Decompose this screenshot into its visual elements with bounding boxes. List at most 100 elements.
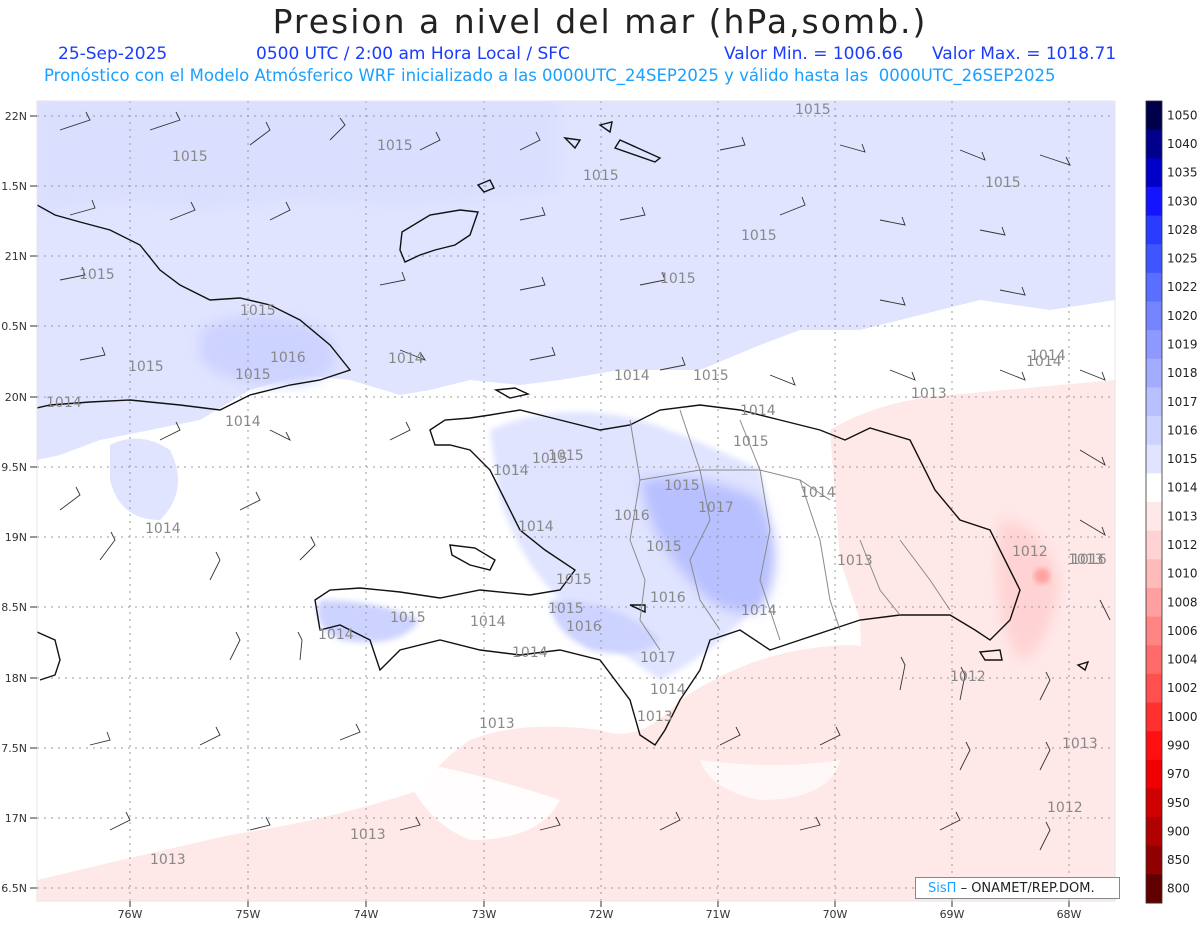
axis-labels: 22N 1.5N 21N 0.5N 20N 9.5N 19N 8.5N 18N …: [1, 110, 1081, 921]
colorbar-label: 1004: [1167, 653, 1198, 667]
isobar-label: 1015: [377, 138, 413, 154]
lon-label: 72W: [589, 908, 614, 921]
isobar-label: 1013: [350, 827, 386, 843]
isobar-label: 1013: [1062, 736, 1098, 752]
map-title: Presion a nivel del mar (hPa,somb.): [272, 2, 928, 41]
isobar-label: 1017: [640, 650, 676, 666]
lon-label: 71W: [706, 908, 731, 921]
province-borders: [629, 409, 951, 651]
colorbar-swatch: [1146, 587, 1162, 618]
colorbar-swatch: [1146, 215, 1162, 245]
colorbar-label: 1028: [1167, 223, 1198, 237]
lat-label: 18N: [5, 672, 27, 685]
forecast-time: 0500 UTC / 2:00 am Hora Local / SFC: [256, 44, 570, 64]
colorbar-label: 950: [1167, 796, 1190, 810]
isobar-label: 1014: [650, 682, 686, 698]
isobar-label: 1012: [950, 669, 986, 685]
isobar-label: 1013: [637, 709, 673, 725]
colorbar-label: 1022: [1167, 280, 1198, 294]
isobar-label: 1012: [1012, 544, 1048, 560]
colorbar-label: 1018: [1167, 366, 1198, 380]
colorbar-swatch: [1146, 330, 1162, 360]
isobar-label: 1014: [740, 403, 776, 419]
isobar-label: 1015: [128, 359, 164, 375]
colorbar-swatch: [1146, 673, 1162, 703]
lat-label: 19N: [5, 531, 27, 544]
lat-label: 9.5N: [1, 461, 27, 474]
colorbar-swatch: [1146, 731, 1162, 761]
colorbar-swatch: [1146, 129, 1162, 159]
colorbar-border: [1145, 100, 1163, 904]
colorbar-swatch: [1146, 186, 1162, 217]
colorbar-swatch: [1146, 444, 1162, 474]
forecast-note: Pronóstico con el Modelo Atmósferico WRF…: [44, 66, 1056, 85]
colorbar-label: 800: [1167, 882, 1190, 896]
lat-lon-grid: [37, 101, 1115, 901]
colorbar-swatch: [1146, 788, 1162, 818]
colorbar-label: 1020: [1167, 309, 1198, 323]
isobar-label: 1014: [145, 521, 181, 537]
credit-box: SisΠ – ONAMET/REP.DOM.: [915, 877, 1120, 899]
isobar-label: 1015: [646, 539, 682, 555]
colorbar-label: 990: [1167, 738, 1190, 752]
isobar-label: 1015: [548, 601, 584, 617]
lon-label: 69W: [940, 908, 965, 921]
colorbar-label: 1040: [1167, 137, 1198, 151]
isobar-label: 1015: [548, 448, 584, 464]
colorbar-swatch: [1146, 473, 1162, 503]
max-value: Valor Max. = 1018.71: [932, 44, 1117, 64]
lon-label: 76W: [118, 908, 143, 921]
lon-label: 75W: [236, 908, 261, 921]
lat-label: 20N: [5, 391, 27, 404]
colorbar-swatch: [1146, 817, 1162, 847]
isobar-label: 1015: [985, 175, 1021, 191]
colorbar-swatch: [1146, 559, 1162, 589]
lat-label: 0.5N: [1, 320, 27, 333]
colorbar-label: 1016: [1167, 423, 1198, 437]
forecast-date: 25-Sep-2025: [58, 44, 168, 64]
colorbar-label: 1010: [1167, 567, 1198, 581]
colorbar-swatch: [1146, 387, 1162, 417]
colorbar-label: 1013: [1167, 509, 1198, 523]
isobar-label: 1012: [1047, 800, 1083, 816]
colorbar-swatch: [1146, 272, 1162, 302]
isobar-label: 1015: [795, 102, 831, 118]
isobar-label: 1013: [911, 386, 947, 402]
coastlines: [37, 121, 1090, 746]
lon-label: 74W: [354, 908, 379, 921]
isobar-label: 1014: [493, 463, 529, 479]
lon-label: 68W: [1057, 908, 1082, 921]
colorbar-label: 1017: [1167, 395, 1198, 409]
isobar-label: 1015: [556, 572, 592, 588]
pressure-shading: [37, 101, 1115, 901]
map-frame: [36, 100, 1116, 902]
isobar-label: 1015: [235, 367, 271, 383]
wind-barbs: [59, 111, 1111, 851]
isobar-label: 1015: [693, 368, 729, 384]
sispi-logo: SisΠ: [928, 881, 957, 896]
isobar-label: 1015: [390, 610, 426, 626]
isobar-label: 1014: [388, 351, 424, 367]
isobar-label: 1015: [532, 451, 568, 467]
isobar-label: 1016: [614, 508, 650, 524]
isobar-label: 1014: [225, 414, 261, 430]
colorbar-swatch: [1146, 702, 1162, 732]
lon-label: 70W: [823, 908, 848, 921]
colorbar-label: 1006: [1167, 624, 1198, 638]
colorbar-label: 1035: [1167, 166, 1198, 180]
colorbar-label: 1015: [1167, 452, 1198, 466]
isobar-label: 1014: [614, 368, 650, 384]
colorbar-swatch: [1146, 874, 1162, 904]
colorbar-label: 1019: [1167, 337, 1198, 351]
colorbar-label: 1025: [1167, 252, 1198, 266]
isobar-label: 1013: [479, 716, 515, 732]
colorbar-swatch: [1146, 101, 1162, 131]
lat-label: 8.5N: [1, 601, 27, 614]
colorbar-label: 900: [1167, 824, 1190, 838]
isobar-label: 1015: [660, 271, 696, 287]
colorbar-legend: 1050 1040 1035 1030 1028 1025 1022 1020 1019 1018…: [1145, 100, 1198, 904]
isobar-label: 1014: [800, 485, 836, 501]
isobar-label: 1014: [470, 614, 506, 630]
lat-label: 6.5N: [1, 882, 27, 895]
